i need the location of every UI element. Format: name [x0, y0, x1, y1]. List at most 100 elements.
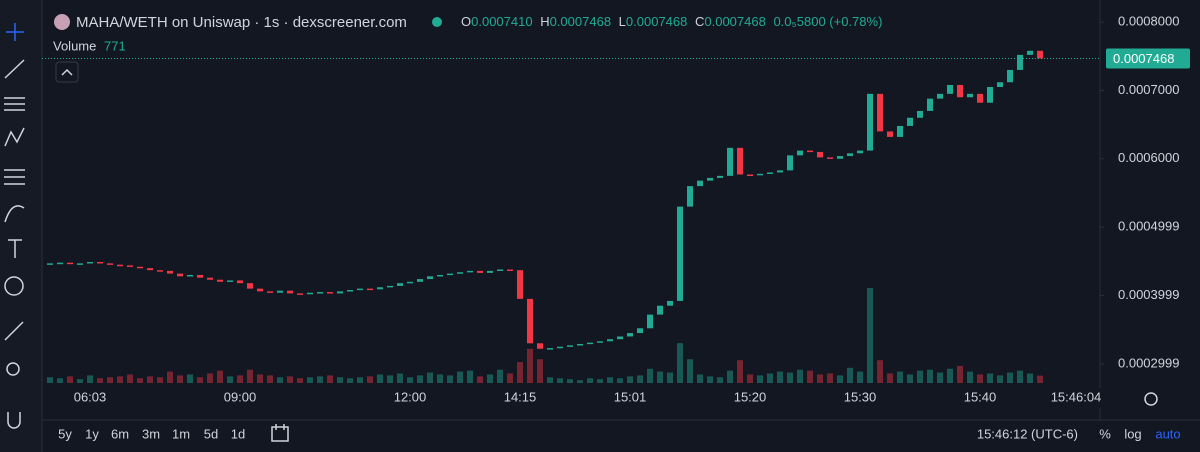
candle-body [717, 175, 723, 178]
volume-bar [337, 377, 343, 383]
magnet-tool[interactable] [7, 412, 21, 429]
volume-bar [47, 377, 53, 383]
volume-bar [667, 372, 673, 383]
candle-body [417, 279, 423, 282]
y-tick-label: 0.0006000 [1118, 150, 1179, 165]
volume-bar [737, 360, 743, 383]
candle-body [397, 283, 403, 286]
pattern-tool[interactable] [4, 127, 25, 147]
fib-tool[interactable] [4, 97, 25, 111]
volume-bar [637, 375, 643, 383]
volume-bar [1027, 373, 1033, 383]
candle-body [197, 274, 203, 278]
candle-body [727, 147, 733, 176]
percent-toggle[interactable]: % [1099, 426, 1111, 441]
auto-toggle[interactable]: auto [1155, 426, 1180, 441]
candle-body [347, 290, 353, 292]
crosshair-tool[interactable] [6, 23, 24, 41]
forecast-tool[interactable] [4, 169, 25, 185]
candle-body [57, 262, 63, 265]
drawing-tools[interactable] [4, 23, 25, 429]
y-tick-label: 0.0008000 [1118, 14, 1179, 29]
candle-body [117, 264, 123, 267]
range-button[interactable]: 6m [111, 426, 129, 441]
volume-bar [297, 378, 303, 383]
range-button[interactable]: 1y [85, 426, 99, 441]
measure-tool[interactable] [4, 321, 24, 341]
candle-body [937, 93, 943, 99]
candle-body [177, 273, 183, 277]
volume-bar [1007, 372, 1013, 383]
candle-body [967, 93, 973, 98]
candle-body [487, 270, 493, 273]
candle-body [1027, 50, 1033, 55]
candle-body [567, 345, 573, 347]
o-value: 0.0007410 [471, 14, 532, 29]
candle-body [797, 150, 803, 156]
settings-icon[interactable] [1144, 392, 1158, 406]
range-button[interactable]: 1m [172, 426, 190, 441]
x-tick-label: 15:20 [734, 389, 767, 404]
price-tag-label: 0.0007468 [1113, 51, 1174, 66]
line-tool[interactable] [4, 59, 25, 79]
candle-body [337, 291, 343, 294]
range-button[interactable]: 5y [58, 426, 72, 441]
candle-body [367, 288, 373, 291]
range-button[interactable]: 1d [231, 426, 245, 441]
candle-body [917, 110, 923, 118]
volume-bar [197, 377, 203, 383]
candle-body [437, 274, 443, 277]
x-tick-label: 09:00 [224, 389, 257, 404]
l-label: L [619, 14, 626, 29]
volume-bar [577, 380, 583, 383]
x-tick-label: 15:30 [844, 389, 877, 404]
candle-body [987, 87, 993, 103]
range-button[interactable]: 5d [204, 426, 218, 441]
candle-body [737, 147, 743, 175]
candle-body [67, 262, 73, 265]
y-tick-label: 0.0004999 [1118, 219, 1179, 234]
volume-bar [107, 377, 113, 383]
collapse-button[interactable] [55, 61, 79, 83]
candle-body [497, 269, 503, 271]
candle-body [947, 84, 953, 94]
candle-body [507, 269, 513, 271]
candle-body [427, 276, 433, 280]
candle-body [757, 173, 763, 176]
volume-bar [597, 379, 603, 383]
x-tick-label: 06:03 [74, 389, 107, 404]
volume-bar [847, 367, 853, 383]
volume-bar [837, 375, 843, 383]
x-tick-label: 12:00 [394, 389, 427, 404]
candle-body [697, 180, 703, 187]
candle-body [527, 298, 533, 344]
candle-body [137, 266, 143, 269]
candle-body [767, 172, 773, 174]
ohlc-legend: O0.0007410 H0.0007468 L0.0007468 C0.0007… [461, 14, 882, 29]
volume-bar [777, 371, 783, 383]
candle-body [997, 82, 1003, 88]
toolbar [0, 0, 42, 452]
candle-body [317, 292, 323, 294]
volume-bar [677, 343, 683, 383]
date-range-icon[interactable] [271, 424, 289, 442]
text-tool[interactable] [8, 239, 22, 258]
volume-bar [907, 374, 913, 383]
volume-bar [887, 373, 893, 383]
price-tag [1106, 48, 1190, 69]
volume-bar [257, 374, 263, 383]
log-toggle[interactable]: log [1124, 426, 1141, 441]
volume-bar [707, 376, 713, 383]
candle-body [617, 336, 623, 340]
volume-bar [567, 379, 573, 383]
status-dot [432, 17, 442, 27]
collapse-icon [61, 68, 73, 76]
candle-body [587, 342, 593, 345]
volume-bar [687, 359, 693, 383]
brush-tool[interactable] [4, 205, 25, 223]
candle-body [447, 273, 453, 276]
zoom-tool[interactable] [6, 362, 20, 376]
volume-bar [617, 378, 623, 383]
emoji-tool[interactable] [4, 276, 24, 296]
range-button[interactable]: 3m [142, 426, 160, 441]
